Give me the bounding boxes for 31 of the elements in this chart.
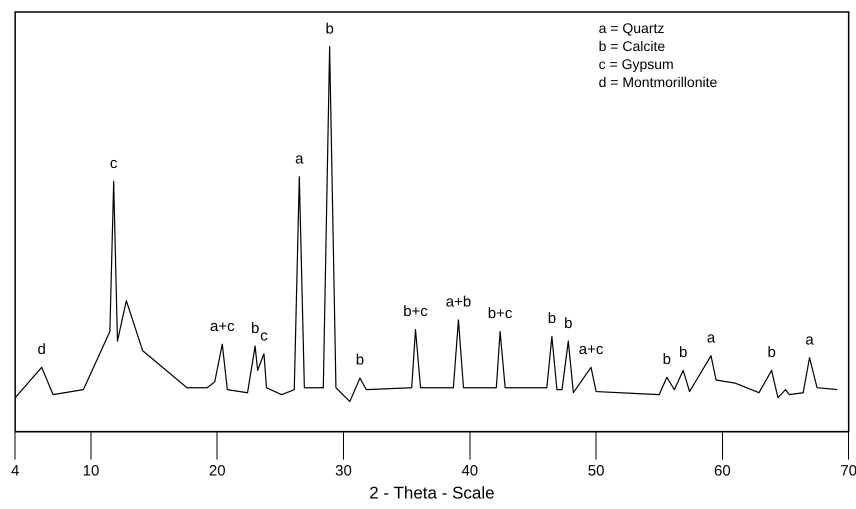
annotation: a bbox=[805, 331, 814, 348]
annotation: b bbox=[250, 320, 260, 337]
annotation: b bbox=[679, 344, 688, 362]
annotation: b bbox=[662, 350, 671, 368]
annotation: b bbox=[325, 20, 334, 38]
x-tick-label: 10 bbox=[82, 462, 100, 480]
x-tick-label: 30 bbox=[335, 462, 352, 480]
annotation: b bbox=[564, 314, 572, 332]
x-tick-label: 20 bbox=[208, 462, 226, 480]
x-tick-label: 60 bbox=[714, 462, 731, 480]
annotation: b+c bbox=[488, 305, 513, 322]
annotation: a+b bbox=[446, 294, 472, 311]
annotation: b bbox=[356, 352, 364, 369]
annotation: c = Gypsum bbox=[598, 56, 674, 72]
annotation: b bbox=[548, 310, 556, 328]
annotation: d bbox=[38, 340, 46, 358]
annotation: b bbox=[767, 344, 776, 362]
annotation: d = Montmorillonite bbox=[598, 74, 718, 90]
annotation: b+c bbox=[403, 303, 428, 320]
annotation: a bbox=[295, 150, 304, 168]
x-tick-label: 4 bbox=[11, 462, 20, 480]
annotation: b = Calcite bbox=[598, 38, 666, 54]
annotation: c bbox=[110, 155, 118, 172]
annotation: a+c bbox=[578, 340, 604, 358]
annotation: c bbox=[260, 327, 268, 344]
annotation: a bbox=[706, 329, 716, 346]
x-tick-label: 50 bbox=[588, 462, 604, 480]
x-axis-title: 2 - Theta - Scale bbox=[369, 483, 495, 502]
text: a = Quartz bbox=[598, 20, 664, 36]
x-tick-label: 40 bbox=[461, 462, 478, 480]
annotation: a+c bbox=[210, 318, 236, 335]
